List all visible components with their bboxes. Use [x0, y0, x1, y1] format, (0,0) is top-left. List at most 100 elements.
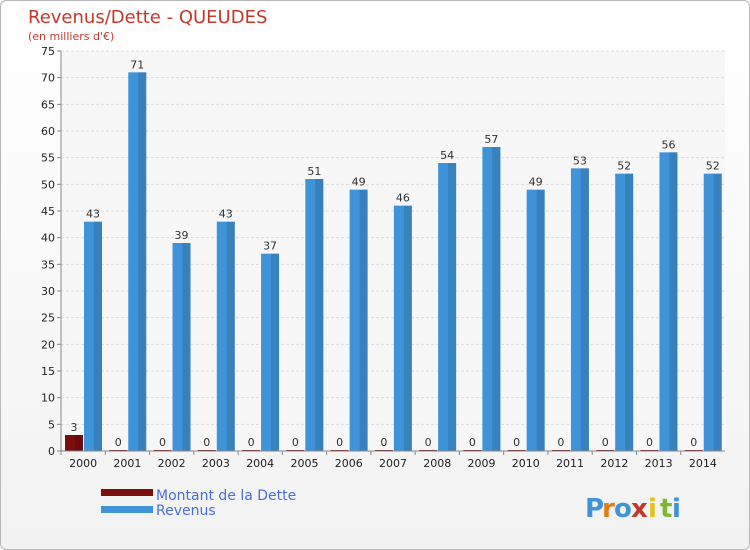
bar-revenus [393, 205, 412, 451]
x-tick-label: 2010 [512, 457, 540, 470]
y-tick-label: 50 [41, 178, 55, 191]
value-label-dette: 0 [469, 436, 476, 449]
value-label-dette: 0 [203, 436, 210, 449]
y-tick-label: 70 [41, 72, 55, 85]
x-tick-label: 2006 [335, 457, 363, 470]
value-label-revenus: 46 [396, 192, 410, 205]
bar-revenus-shade [93, 221, 102, 451]
value-label-dette: 0 [248, 436, 255, 449]
y-axis-ticks: 0 5 10 15 20 25 30 35 40 45 50 55 60 65 70 75 [41, 45, 62, 458]
plot-area [61, 51, 725, 451]
logo-letter: t [660, 494, 672, 524]
value-label-revenus: 49 [352, 176, 366, 189]
bar-dette [65, 435, 83, 451]
bar-revenus-shade [315, 179, 324, 451]
bar-revenus-shade [625, 173, 634, 451]
value-label-dette: 0 [690, 436, 697, 449]
chart-subtitle: (en milliers d'€) [28, 30, 114, 43]
bar-revenus-shade [226, 221, 235, 451]
x-tick-label: 2014 [689, 457, 717, 470]
bars: 3 43 0 71 0 39 0 43 0 37 0 51 0 49 0 46 0 54 0 57 0 49 0 53 0 52 0… [65, 58, 722, 452]
x-tick-label: 2000 [69, 457, 97, 470]
bar-revenus [128, 72, 147, 451]
value-label-revenus: 53 [573, 154, 587, 167]
value-label-revenus: 51 [307, 165, 321, 178]
bar-revenus [172, 243, 191, 451]
value-label-revenus: 39 [175, 229, 189, 242]
y-tick-label: 30 [41, 285, 55, 298]
bar-revenus [305, 179, 324, 451]
x-tick-label: 2008 [423, 457, 451, 470]
bar-revenus-shade [536, 189, 545, 451]
value-label-revenus: 57 [484, 133, 498, 146]
value-label-revenus: 52 [617, 160, 631, 173]
value-label-dette: 0 [602, 436, 609, 449]
value-label-revenus: 37 [263, 240, 277, 253]
legend-label-revenus: Revenus [156, 503, 216, 519]
grid-lines [61, 50, 725, 452]
y-tick-label: 40 [41, 232, 55, 245]
bar-revenus-shade [669, 152, 678, 452]
x-tick-label: 2002 [158, 457, 186, 470]
x-tick-label: 2001 [113, 457, 141, 470]
bar-revenus [216, 221, 235, 451]
value-label-revenus: 43 [219, 208, 233, 221]
bar-revenus-shade [713, 173, 722, 451]
bar-revenus-shade [580, 168, 589, 452]
value-label-dette: 0 [292, 436, 299, 449]
bar-revenus [482, 147, 501, 451]
logo-letter: r [602, 494, 615, 524]
bar-revenus [570, 168, 589, 452]
value-label-dette: 0 [380, 436, 387, 449]
value-label-revenus: 71 [130, 58, 144, 71]
bar-revenus [438, 163, 457, 451]
bar-revenus [349, 189, 368, 451]
bar-revenus [703, 173, 722, 451]
value-label-dette: 0 [425, 436, 432, 449]
logo-letter: o [614, 494, 632, 524]
x-tick-label: 2013 [645, 457, 673, 470]
bar-revenus [615, 173, 634, 451]
legend: Montant de la Dette Revenus [101, 488, 296, 519]
bar-revenus [659, 152, 678, 452]
value-label-revenus: 49 [529, 176, 543, 189]
value-label-dette: 0 [336, 436, 343, 449]
x-tick-label: 2004 [246, 457, 274, 470]
logo-letter: i [648, 494, 657, 524]
y-tick-label: 10 [41, 392, 55, 405]
bar-dette-shade [74, 435, 83, 451]
y-tick-label: 75 [41, 45, 55, 58]
bar-revenus [526, 189, 545, 451]
legend-label-dette: Montant de la Dette [156, 488, 296, 504]
logo-letter: x [631, 494, 648, 524]
x-tick-label: 2012 [600, 457, 628, 470]
value-label-dette: 3 [71, 421, 78, 434]
bar-revenus [84, 221, 102, 451]
y-tick-label: 15 [41, 365, 55, 378]
chart-title: Revenus/Dette - QUEUDES [28, 7, 267, 28]
bar-revenus-shade [182, 243, 191, 451]
legend-swatch-revenus [101, 506, 153, 513]
value-label-revenus: 43 [86, 208, 100, 221]
x-tick-label: 2011 [556, 457, 584, 470]
x-tick-label: 2005 [290, 457, 318, 470]
legend-swatch-dette [101, 489, 153, 496]
logo-letter: P [585, 494, 604, 524]
y-tick-label: 5 [48, 418, 55, 431]
y-tick-label: 0 [48, 445, 55, 458]
value-label-revenus: 54 [440, 149, 454, 162]
value-label-dette: 0 [159, 436, 166, 449]
value-label-revenus: 56 [661, 138, 675, 151]
logo-letter: i [672, 494, 681, 524]
x-tick-label: 2007 [379, 457, 407, 470]
value-label-revenus: 52 [706, 160, 720, 173]
value-label-dette: 0 [646, 436, 653, 449]
bar-revenus-shade [138, 72, 147, 451]
y-tick-label: 20 [41, 338, 55, 351]
y-tick-label: 55 [41, 152, 55, 165]
value-label-dette: 0 [557, 436, 564, 449]
bar-revenus-shade [359, 189, 368, 451]
x-axis-ticks: 2000 2001 2002 2003 2004 2005 2006 2007 2008 2009… [60, 450, 725, 470]
